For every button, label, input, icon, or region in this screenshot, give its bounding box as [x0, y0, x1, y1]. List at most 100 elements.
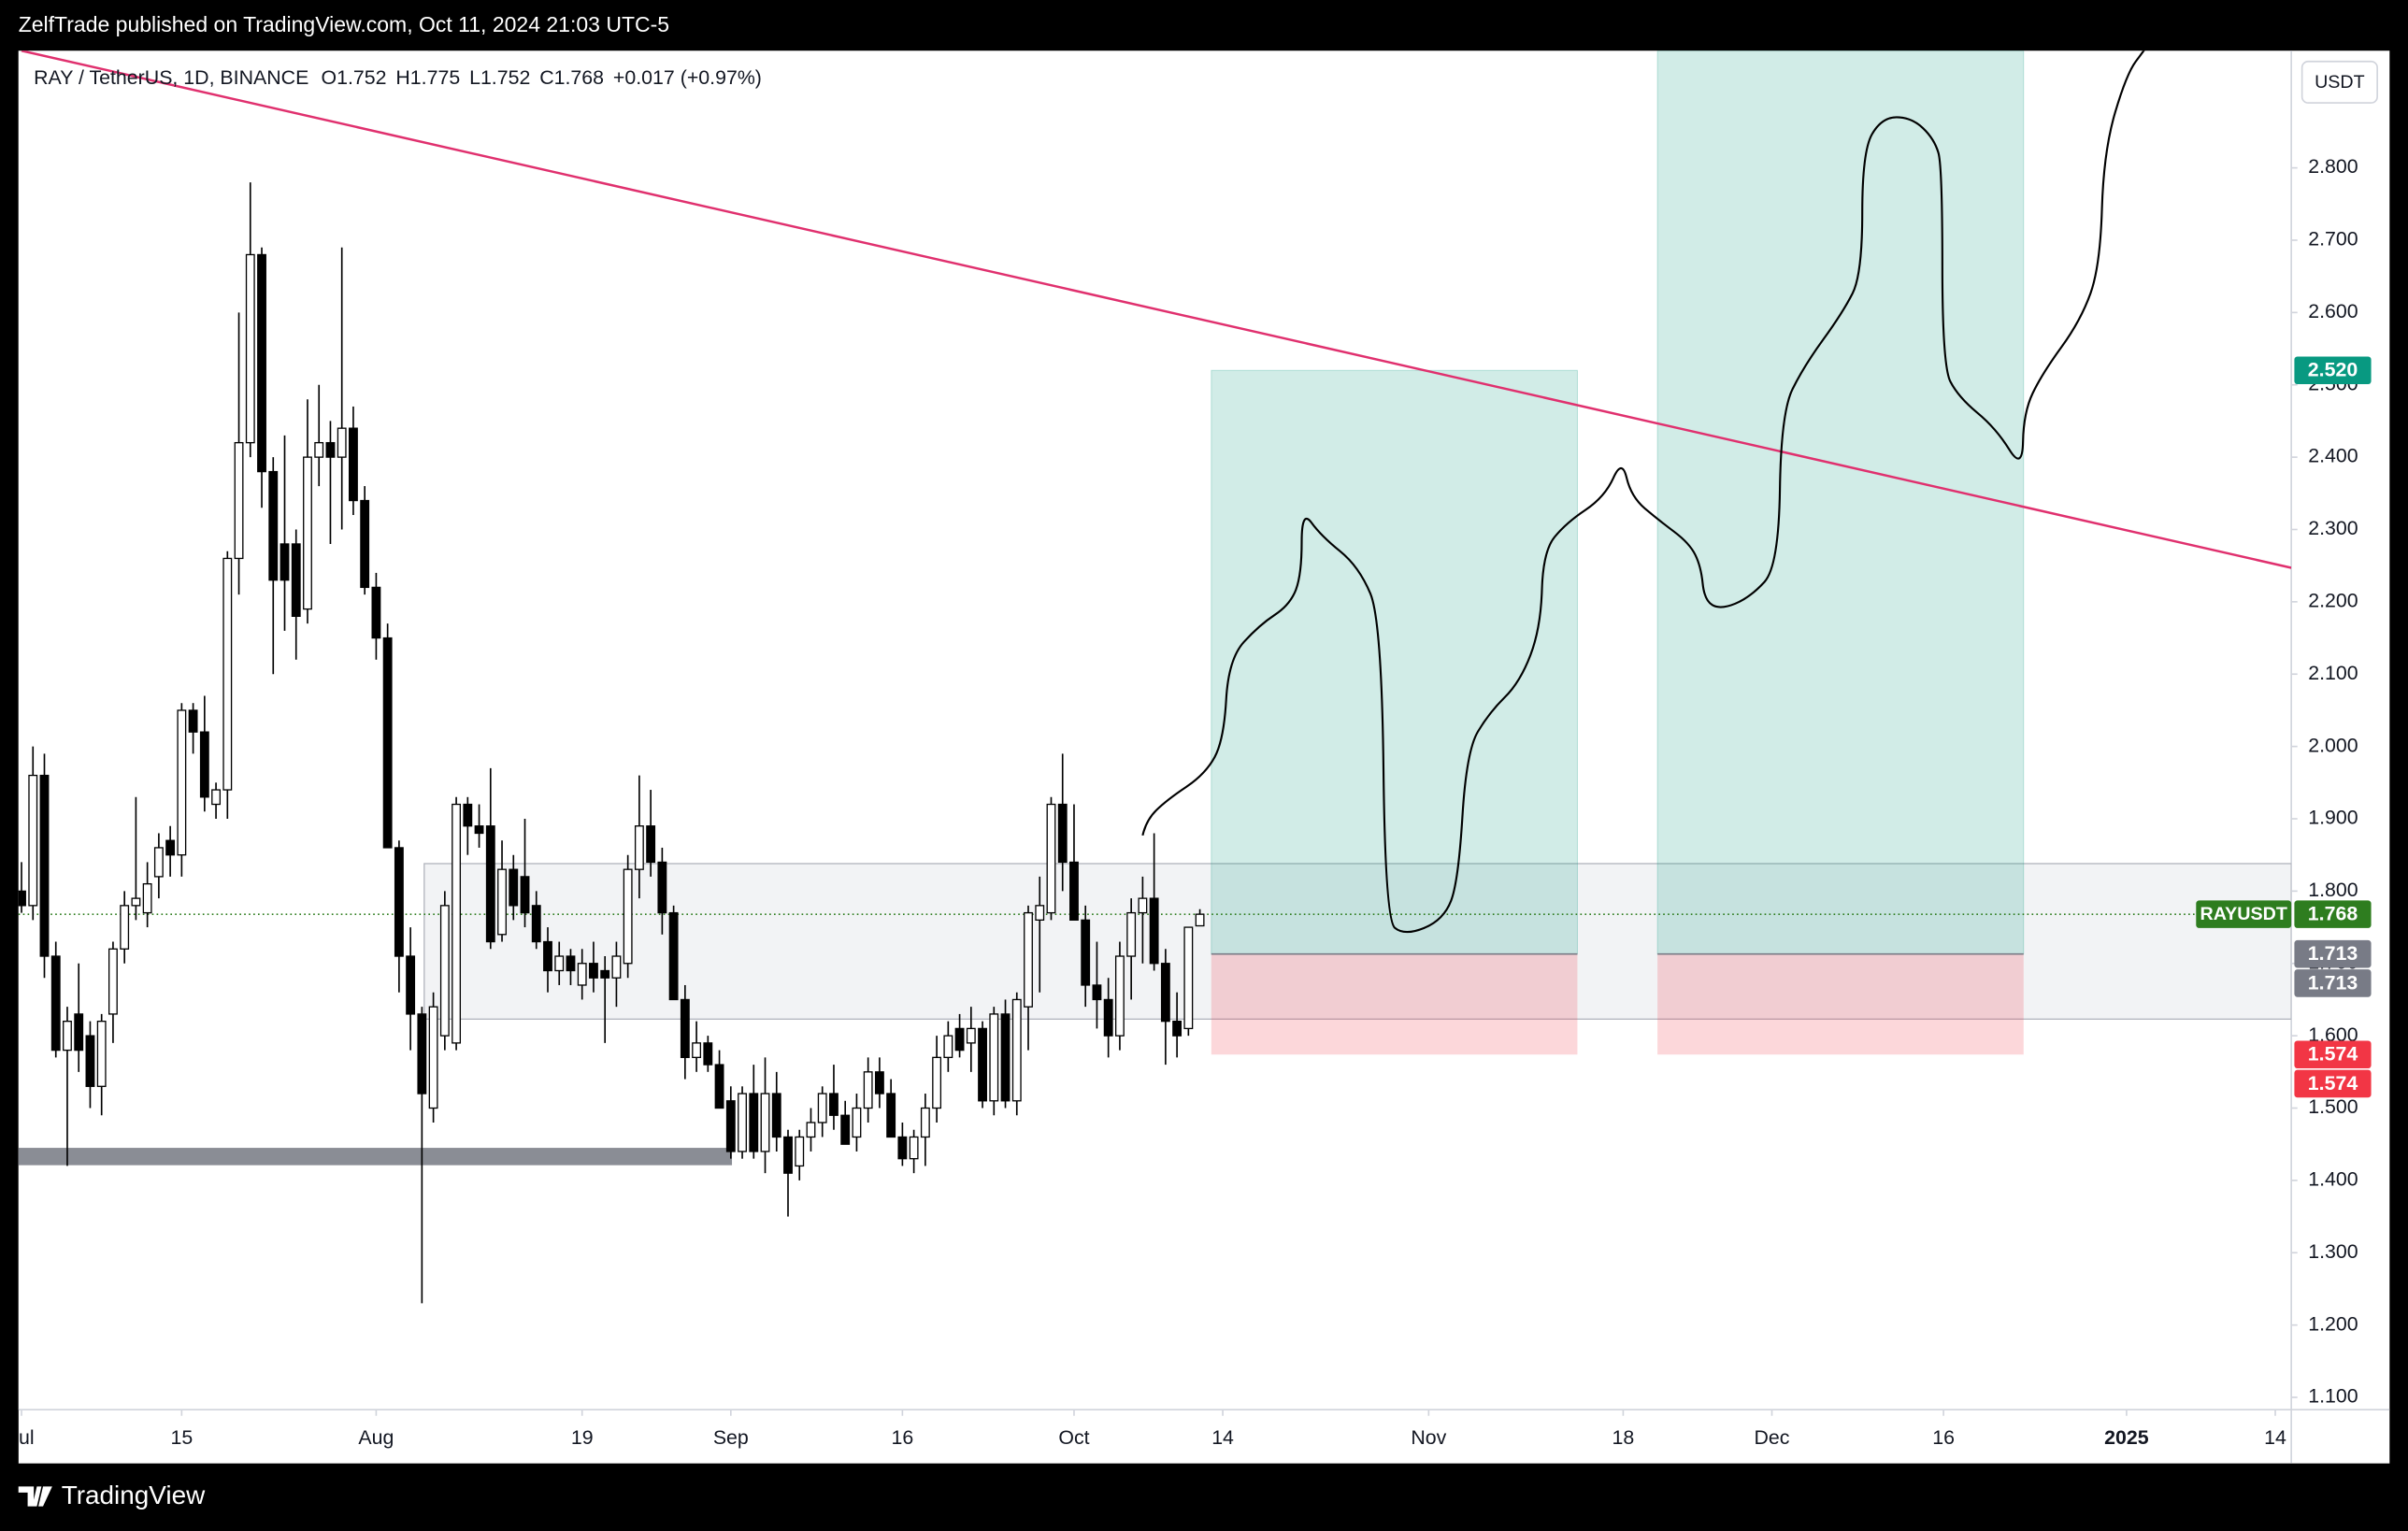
candle-body: [85, 1035, 95, 1087]
candle-body: [222, 557, 233, 791]
candle-body: [932, 1056, 942, 1109]
y-tick-label: 1.900: [2308, 807, 2358, 829]
header-text: ZelfTrade published on TradingView.com, …: [19, 12, 669, 36]
price-label: 2.520: [2308, 359, 2358, 381]
currency: USDT: [2315, 72, 2365, 93]
candle-body: [1069, 861, 1079, 921]
price-label-box: [2294, 969, 2372, 997]
candle-body: [1092, 984, 1102, 1001]
legend-key: C: [539, 65, 553, 88]
legend-value: 1.752: [480, 65, 530, 88]
candle-body: [657, 861, 667, 914]
candle-body: [291, 543, 301, 618]
legend-change: +0.017 (+0.97%): [613, 65, 762, 88]
candle-body: [554, 955, 565, 972]
x-tick-label: Aug: [358, 1426, 394, 1449]
candle-body: [417, 1013, 427, 1095]
price-label-box: [2294, 1040, 2372, 1069]
candle-body: [806, 1122, 816, 1138]
candle-body: [153, 847, 164, 878]
x-tick-label: Dec: [1755, 1426, 1790, 1449]
candle-body: [406, 955, 416, 1015]
candle-body: [886, 1093, 896, 1138]
price-label: 1.768: [2308, 903, 2358, 925]
candle-body: [452, 803, 462, 1044]
x-tick-label: 14: [2264, 1426, 2286, 1449]
candle-body: [314, 441, 324, 458]
candle-body: [1195, 913, 1205, 927]
y-tick-label: 1.800: [2308, 879, 2358, 901]
candle-body: [142, 882, 152, 914]
position-stop: [1211, 953, 1578, 1055]
candle-body: [188, 709, 198, 733]
legend-value: 1.775: [410, 65, 460, 88]
y-tick-label: 2.200: [2308, 590, 2358, 612]
candle-body: [909, 1136, 919, 1160]
legend-title: RAY / TetherUS, 1D, BINANCE: [34, 65, 308, 88]
y-tick-label: 2.300: [2308, 517, 2358, 539]
y-tick-label: 2.600: [2308, 300, 2358, 322]
candle-body: [337, 427, 347, 458]
chart-background: [18, 50, 2390, 1464]
candle-body: [120, 905, 130, 950]
candle-body: [1114, 955, 1125, 1037]
price-label: 1.574: [2308, 1072, 2358, 1095]
x-tick-label: Sep: [713, 1426, 749, 1449]
legend-key: H: [395, 65, 409, 88]
price-label-box: [2294, 1069, 2372, 1098]
candle-body: [680, 998, 690, 1059]
plot-area: [18, 50, 2292, 1304]
candle-body: [131, 897, 141, 907]
candle-body: [623, 868, 633, 965]
candle-body: [646, 825, 656, 864]
candle-body: [738, 1093, 747, 1152]
position-target: [1656, 50, 2025, 955]
x-tick-label: Nov: [1411, 1426, 1446, 1449]
candle-body: [897, 1136, 908, 1160]
candle-body: [165, 839, 176, 856]
candle-body: [497, 868, 507, 936]
currency-box[interactable]: [2300, 60, 2378, 104]
position-stop: [1657, 953, 2024, 1055]
candle-body: [520, 876, 530, 914]
candle-body: [1046, 803, 1056, 914]
candle-body: [1160, 963, 1170, 1023]
candle-body: [725, 1100, 736, 1152]
candle-body: [817, 1093, 827, 1123]
zone: [423, 863, 2292, 1020]
candle-body: [1126, 911, 1137, 957]
candle-body: [50, 955, 61, 1052]
candle-body: [463, 803, 473, 827]
candle-body: [760, 1093, 770, 1152]
candle-body: [1011, 998, 1022, 1102]
candle-body: [611, 955, 622, 979]
footer-logo: [18, 1486, 52, 1507]
candle-body: [474, 825, 484, 835]
y-tick-label: 2.800: [2308, 155, 2358, 178]
candle-body: [749, 1093, 759, 1152]
y-tick-label: 2.400: [2308, 445, 2358, 467]
candle-body: [349, 427, 358, 502]
y-tick-label: 1.500: [2308, 1095, 2358, 1118]
legend: RAY / TetherUS, 1D, BINANCE O 1.752 H1.775 L…: [34, 65, 762, 88]
candle-body: [257, 253, 266, 473]
candle-body: [840, 1114, 851, 1145]
left-edge: [0, 1409, 19, 1464]
x-tick-label: 19: [571, 1426, 594, 1449]
candle-body: [566, 955, 576, 972]
candle-body: [18, 890, 26, 907]
candle-body: [1183, 926, 1194, 1030]
candle-body: [428, 1006, 438, 1109]
candle-body: [382, 637, 393, 849]
candle-body: [874, 1071, 884, 1095]
price-label: 1.713: [2308, 942, 2358, 965]
legend-key: L: [469, 65, 480, 88]
x-tick-label: Oct: [1058, 1426, 1089, 1449]
legend-key: O: [321, 65, 337, 88]
candle-body: [303, 456, 312, 610]
candle-body: [1024, 911, 1033, 1008]
candle-body: [509, 868, 519, 907]
candle-body: [1149, 897, 1159, 965]
candle-body: [543, 940, 552, 972]
